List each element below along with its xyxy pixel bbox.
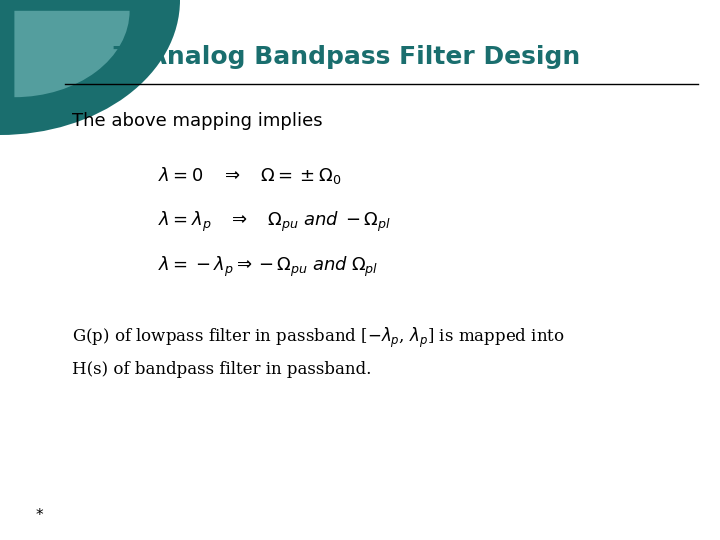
Text: $\lambda = 0 \quad \Rightarrow \quad \Omega = \pm\Omega_0$: $\lambda = 0 \quad \Rightarrow \quad \Om… (158, 165, 342, 186)
Wedge shape (0, 0, 180, 135)
Text: 7. Analog Bandpass Filter Design: 7. Analog Bandpass Filter Design (112, 45, 580, 69)
Text: The above mapping implies: The above mapping implies (72, 112, 323, 131)
Text: G(p) of lowpass filter in passband [$-\lambda_p$, $\lambda_p$] is mapped into: G(p) of lowpass filter in passband [$-\l… (72, 326, 564, 349)
Text: $\lambda = \lambda_p \quad \Rightarrow \quad \Omega_{pu} \; \mathit{and} \; -\Om: $\lambda = \lambda_p \quad \Rightarrow \… (158, 210, 392, 233)
Wedge shape (14, 11, 130, 97)
Text: $\lambda = -\lambda_p \Rightarrow -\Omega_{pu} \; \mathit{and} \; \Omega_{pl}$: $\lambda = -\lambda_p \Rightarrow -\Omeg… (158, 255, 379, 279)
Text: H(s) of bandpass filter in passband.: H(s) of bandpass filter in passband. (72, 361, 372, 379)
Text: *: * (36, 508, 44, 523)
